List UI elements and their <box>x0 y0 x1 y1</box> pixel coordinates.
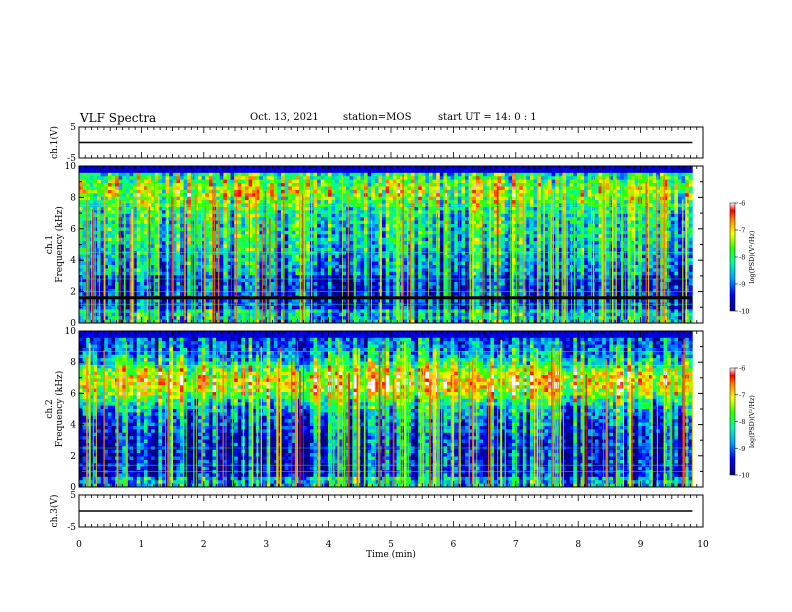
colorbar-label-group-ch2-spectrogram: log(PSD)(V²/Hz) <box>748 395 756 448</box>
ytick-label-ch1-waveform--5: -5 <box>67 154 76 164</box>
colorbar-label-ch1-spectrogram: log(PSD)(V²/Hz) <box>748 230 756 283</box>
xtick-label-6: 6 <box>451 540 457 550</box>
xtick-label-10: 10 <box>697 540 709 550</box>
ylabel-ch2-spectrogram: ch.2 Frequency (kHz) <box>45 371 65 448</box>
colorbar-tick-ch1-spectrogram--8: -8 <box>739 254 745 262</box>
xtick-label-8: 8 <box>575 540 581 550</box>
ytick-label-ch1-spectrogram-10: 10 <box>65 162 77 172</box>
colorbar-label-ch2-spectrogram: log(PSD)(V²/Hz) <box>748 395 756 448</box>
colorbar-tick-ch2-spectrogram--7: -7 <box>739 391 745 399</box>
spectrogram-ch1-tones <box>79 205 693 313</box>
ytick-label-ch1-spectrogram-0: 0 <box>70 319 76 329</box>
header-station: station=MOS <box>343 112 412 123</box>
ylabel-line-ch2-spectrogram-0: ch.2 <box>45 399 55 418</box>
colorbar-tick-ch1-spectrogram--7: -7 <box>739 227 745 235</box>
colorbar-label-group-ch1-spectrogram: log(PSD)(V²/Hz) <box>748 230 756 283</box>
spectrogram-ch1-cells <box>79 166 693 324</box>
header-date: Oct. 13, 2021 <box>250 112 319 123</box>
xtick-label-4: 4 <box>326 540 332 550</box>
ytick-label-ch2-spectrogram-4: 4 <box>70 421 76 431</box>
colorbar-tick-ch2-spectrogram--9: -9 <box>739 445 745 453</box>
colorbar-tick-ch1-spectrogram--10: -10 <box>739 308 749 316</box>
ytick-label-ch2-spectrogram-10: 10 <box>65 327 77 337</box>
ytick-label-ch3-waveform-5: 5 <box>70 491 76 501</box>
ylabel-line-ch1-spectrogram-0: ch.1 <box>45 235 55 254</box>
xtick-label-1: 1 <box>139 540 145 550</box>
xtick-label-9: 9 <box>638 540 644 550</box>
colorbar-tick-ch1-spectrogram--9: -9 <box>739 281 745 289</box>
colorbar-tick-ch2-spectrogram--8: -8 <box>739 418 745 426</box>
xtick-label-3: 3 <box>263 540 269 550</box>
ylabel-line-ch1-waveform-0: ch.1(V) <box>49 126 60 159</box>
colorbar-ch1-spectrogram <box>729 202 736 312</box>
spectrogram-ch1-sferics <box>81 173 688 323</box>
spectrogram-ch2-cells <box>79 331 693 488</box>
xtick-label-0: 0 <box>76 540 82 550</box>
ytick-label-ch2-spectrogram-8: 8 <box>70 358 76 368</box>
ytick-label-ch1-spectrogram-4: 4 <box>70 256 76 266</box>
ytick-label-ch2-spectrogram-2: 2 <box>70 452 76 462</box>
ytick-label-ch2-spectrogram-6: 6 <box>70 389 76 399</box>
colorbar-tick-ch1-spectrogram--6: -6 <box>739 200 745 208</box>
ylabel-ch1-waveform: ch.1(V) <box>49 126 60 159</box>
spectrogram-ch1-gap <box>79 296 693 300</box>
ylabel-line-ch2-spectrogram-1: Frequency (kHz) <box>54 371 65 448</box>
colorbar-tick-ch2-spectrogram--6: -6 <box>739 365 745 373</box>
ytick-label-ch3-waveform--5: -5 <box>67 523 76 533</box>
xaxis-label: Time (min) <box>366 549 416 560</box>
ylabel-ch1-spectrogram: ch.1 Frequency (kHz) <box>45 206 65 283</box>
xtick-label-2: 2 <box>201 540 207 550</box>
colorbar-tick-ch2-spectrogram--10: -10 <box>739 472 749 480</box>
ytick-label-ch1-spectrogram-8: 8 <box>70 193 76 203</box>
ylabel-ch3-waveform: ch.3(V) <box>49 495 60 528</box>
ylabel-line-ch3-waveform-0: ch.3(V) <box>49 495 60 528</box>
header-start-time: start UT = 14: 0 : 1 <box>438 112 537 123</box>
ytick-label-ch1-spectrogram-2: 2 <box>70 288 76 298</box>
ytick-label-ch1-waveform-5: 5 <box>70 123 76 133</box>
xtick-label-7: 7 <box>513 540 519 550</box>
colorbar-ch2-spectrogram <box>729 367 736 476</box>
xtick-label-5: 5 <box>388 540 394 550</box>
ytick-label-ch1-spectrogram-6: 6 <box>70 225 76 235</box>
spectrogram-ch2-tones <box>79 350 693 472</box>
ylabel-line-ch1-spectrogram-1: Frequency (kHz) <box>54 206 65 283</box>
chart-title: VLF Spectra <box>80 111 157 125</box>
ytick-label-ch2-spectrogram-0: 0 <box>70 483 76 493</box>
